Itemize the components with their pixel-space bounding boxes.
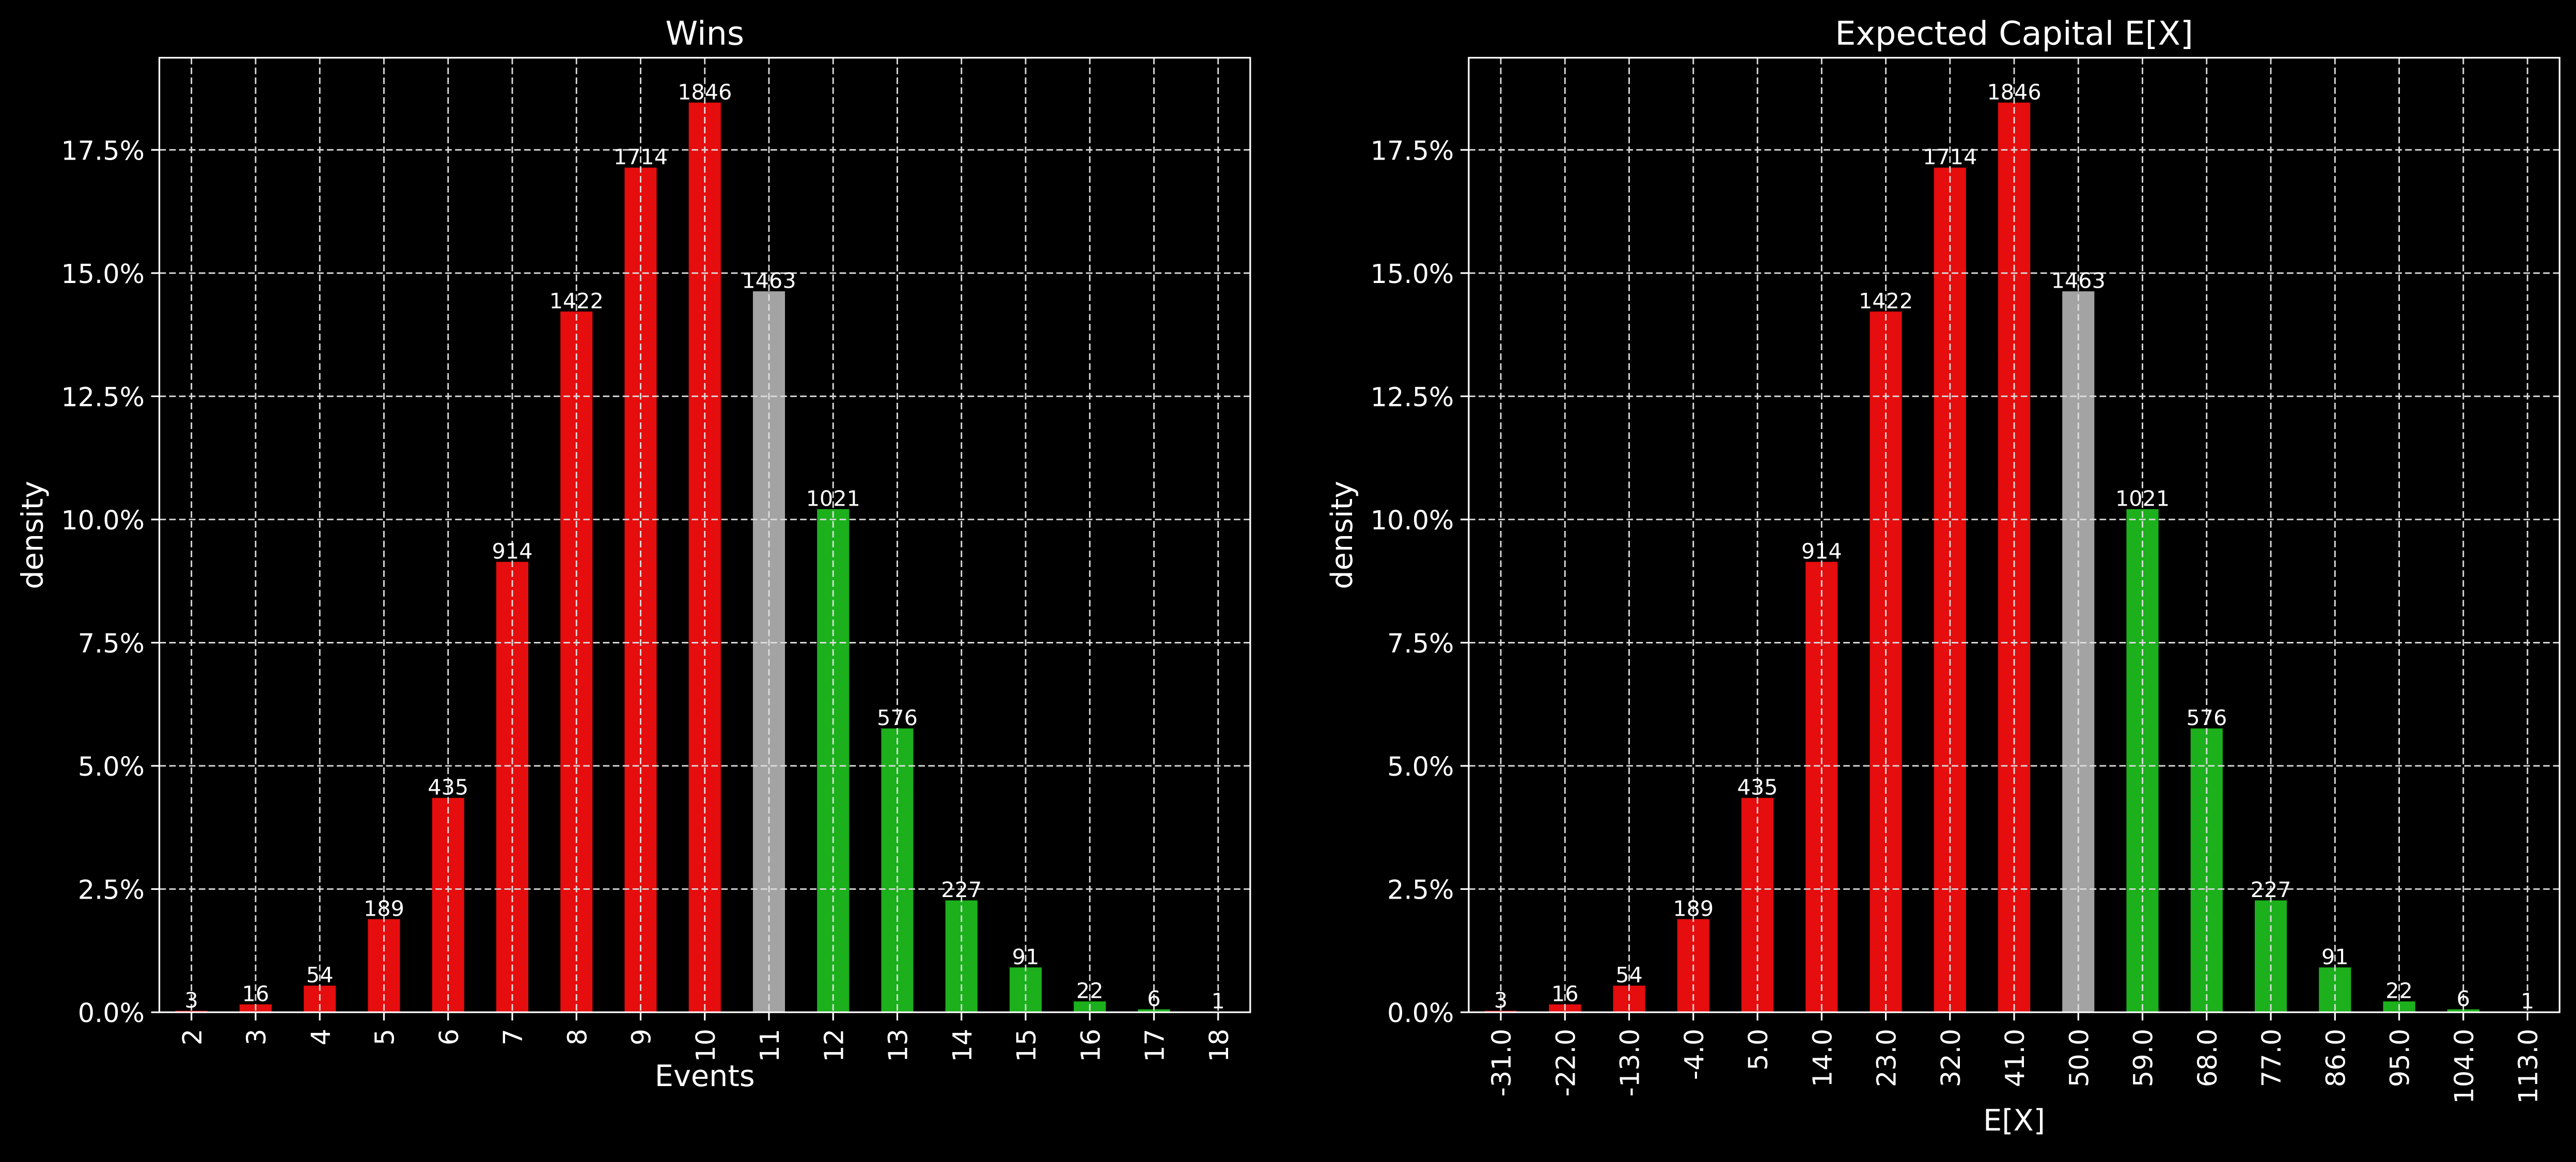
y-tick-label: 0.0% (78, 998, 145, 1029)
x-tick-label: 113.0 (2514, 1029, 2544, 1104)
x-tick-label: 77.0 (2257, 1029, 2287, 1087)
x-tick-label: 86.0 (2321, 1029, 2351, 1087)
value-label: 1463 (2051, 269, 2106, 293)
x-tick-label: 9 (627, 1029, 657, 1045)
x-tick-label: 13 (884, 1029, 914, 1062)
y-tick-label: 0.0% (1387, 998, 1454, 1029)
value-label: 576 (2186, 705, 2227, 730)
value-label: 1714 (614, 145, 668, 169)
x-tick-label: -31.0 (1487, 1029, 1517, 1097)
value-label: 16 (242, 981, 270, 1006)
value-label: 91 (1012, 945, 1040, 969)
x-tick-label: 41.0 (2000, 1029, 2031, 1087)
value-label: 1021 (2115, 486, 2170, 511)
x-tick-label: 5 (370, 1029, 401, 1045)
value-label: 91 (2321, 945, 2349, 969)
value-label: 189 (364, 896, 404, 921)
x-tick-label: 11 (755, 1029, 786, 1062)
value-label: 1846 (678, 80, 732, 104)
value-label: 3 (1494, 988, 1507, 1013)
y-axis-label: density (15, 481, 50, 589)
value-label: 1846 (1987, 80, 2041, 104)
value-label: 227 (2251, 877, 2291, 902)
y-tick-label: 12.5% (61, 382, 145, 413)
value-label: 435 (428, 775, 468, 800)
x-tick-label: 5.0 (1743, 1029, 1774, 1071)
x-tick-label: 17 (1140, 1029, 1171, 1062)
value-label: 914 (1801, 539, 1842, 564)
bar (1138, 1009, 1170, 1013)
y-tick-label: 15.0% (61, 259, 145, 290)
x-tick-label: 4 (306, 1029, 336, 1045)
x-tick-label: -22.0 (1551, 1029, 1581, 1097)
value-label: 189 (1673, 896, 1714, 921)
y-tick-label: 10.0% (61, 506, 145, 536)
axes-frame (1468, 57, 2561, 1013)
value-label: 6 (1147, 986, 1160, 1011)
value-label: 16 (1551, 981, 1579, 1006)
x-tick-label: 7 (498, 1029, 529, 1045)
x-tick-label: 14 (948, 1029, 978, 1062)
y-tick-label: 10.0% (1371, 506, 1454, 536)
value-label: 576 (877, 705, 918, 730)
y-tick-label: 17.5% (1371, 136, 1454, 166)
x-tick-label: -4.0 (1679, 1029, 1710, 1080)
value-label: 3 (185, 988, 198, 1013)
value-label: 1422 (549, 289, 604, 313)
chart-title: Wins (665, 14, 744, 53)
x-tick-label: 23.0 (1872, 1029, 1903, 1087)
x-tick-label: 14.0 (1808, 1029, 1838, 1087)
bar (2447, 1009, 2479, 1013)
value-label: 227 (941, 877, 982, 902)
value-label: 54 (1615, 963, 1643, 987)
value-label: 1463 (742, 269, 796, 293)
y-tick-label: 7.5% (78, 629, 145, 659)
x-axis-label: E[X] (1983, 1103, 2045, 1138)
x-tick-label: 15 (1012, 1029, 1042, 1062)
x-tick-label: 2 (178, 1029, 208, 1045)
x-tick-label: 95.0 (2385, 1029, 2416, 1087)
y-tick-label: 15.0% (1371, 259, 1454, 290)
y-tick-label: 5.0% (1387, 752, 1454, 782)
x-tick-label: 8 (562, 1029, 593, 1045)
value-label: 54 (306, 963, 334, 987)
bar (496, 561, 529, 1013)
y-tick-label: 17.5% (61, 136, 145, 166)
bar (1805, 561, 1838, 1013)
x-tick-label: 59.0 (2129, 1029, 2159, 1087)
value-label: 6 (2457, 986, 2470, 1011)
y-axis-label: density (1325, 481, 1359, 589)
value-label: 1 (1212, 989, 1225, 1014)
x-tick-label: 68.0 (2193, 1029, 2223, 1087)
value-label: 1422 (1859, 289, 1913, 313)
x-tick-label: 50.0 (2064, 1029, 2095, 1087)
y-tick-label: 12.5% (1371, 382, 1454, 413)
value-label: 22 (2385, 979, 2413, 1003)
chart-title: Expected Capital E[X] (1835, 14, 2193, 53)
y-tick-label: 2.5% (78, 875, 145, 906)
value-label: 1021 (806, 486, 860, 511)
y-tick-label: 5.0% (78, 752, 145, 782)
x-tick-label: 6 (434, 1029, 465, 1045)
x-tick-label: -13.0 (1615, 1029, 1646, 1097)
value-label: 1714 (1923, 145, 1977, 169)
value-label: 22 (1076, 979, 1104, 1003)
x-axis-label: Events (655, 1059, 755, 1093)
x-tick-label: 10 (691, 1029, 721, 1062)
x-tick-label: 104.0 (2449, 1029, 2480, 1104)
value-label: 435 (1737, 775, 1778, 800)
x-tick-label: 18 (1204, 1029, 1235, 1062)
y-tick-label: 2.5% (1387, 875, 1454, 906)
value-label: 1 (2521, 989, 2534, 1014)
y-tick-label: 7.5% (1387, 629, 1454, 659)
x-tick-label: 32.0 (1936, 1029, 1967, 1087)
axes-frame (158, 57, 1251, 1013)
x-tick-label: 12 (819, 1029, 850, 1062)
x-tick-label: 16 (1076, 1029, 1106, 1062)
x-tick-label: 3 (242, 1029, 272, 1045)
value-label: 914 (492, 539, 532, 564)
